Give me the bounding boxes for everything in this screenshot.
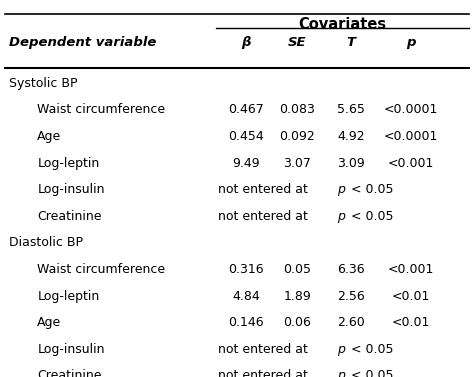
Text: β: β xyxy=(242,36,251,49)
Text: 0.06: 0.06 xyxy=(283,316,311,329)
Text: Age: Age xyxy=(37,316,62,329)
Text: SE: SE xyxy=(288,36,307,49)
Text: 2.56: 2.56 xyxy=(337,290,365,302)
Text: Log-insulin: Log-insulin xyxy=(37,343,105,356)
Text: Waist circumference: Waist circumference xyxy=(37,263,165,276)
Text: 5.65: 5.65 xyxy=(337,103,365,116)
Text: 4.84: 4.84 xyxy=(232,290,260,302)
Text: Creatinine: Creatinine xyxy=(37,369,102,377)
Text: <0.0001: <0.0001 xyxy=(384,103,438,116)
Text: Log-insulin: Log-insulin xyxy=(37,183,105,196)
Text: not entered at: not entered at xyxy=(219,343,312,356)
Text: Dependent variable: Dependent variable xyxy=(9,36,157,49)
Text: not entered at: not entered at xyxy=(219,183,312,196)
Text: p: p xyxy=(337,343,345,356)
Text: <0.001: <0.001 xyxy=(388,156,434,170)
Text: 6.36: 6.36 xyxy=(337,263,365,276)
Text: 1.89: 1.89 xyxy=(283,290,311,302)
Text: not entered at: not entered at xyxy=(219,210,312,223)
Text: 0.05: 0.05 xyxy=(283,263,311,276)
Text: < 0.05: < 0.05 xyxy=(347,369,393,377)
Text: Waist circumference: Waist circumference xyxy=(37,103,165,116)
Text: T: T xyxy=(346,36,356,49)
Text: p: p xyxy=(337,210,345,223)
Text: Covariates: Covariates xyxy=(299,17,387,32)
Text: 3.07: 3.07 xyxy=(283,156,311,170)
Text: 2.60: 2.60 xyxy=(337,316,365,329)
Text: Diastolic BP: Diastolic BP xyxy=(9,236,83,249)
Text: <0.001: <0.001 xyxy=(388,263,434,276)
Text: 0.083: 0.083 xyxy=(280,103,315,116)
Text: p: p xyxy=(406,36,416,49)
Text: Log-leptin: Log-leptin xyxy=(37,156,100,170)
Text: not entered at: not entered at xyxy=(219,369,312,377)
Text: p: p xyxy=(337,183,345,196)
Text: 9.49: 9.49 xyxy=(232,156,260,170)
Text: <0.01: <0.01 xyxy=(392,316,430,329)
Text: < 0.05: < 0.05 xyxy=(347,210,393,223)
Text: 0.146: 0.146 xyxy=(228,316,264,329)
Text: <0.01: <0.01 xyxy=(392,290,430,302)
Text: < 0.05: < 0.05 xyxy=(347,183,393,196)
Text: 0.092: 0.092 xyxy=(280,130,315,143)
Text: p: p xyxy=(337,369,345,377)
Text: Log-leptin: Log-leptin xyxy=(37,290,100,302)
Text: < 0.05: < 0.05 xyxy=(347,343,393,356)
Text: 0.467: 0.467 xyxy=(228,103,264,116)
Text: Systolic BP: Systolic BP xyxy=(9,77,78,90)
Text: 0.454: 0.454 xyxy=(228,130,264,143)
Text: Age: Age xyxy=(37,130,62,143)
Text: 3.09: 3.09 xyxy=(337,156,365,170)
Text: 4.92: 4.92 xyxy=(337,130,365,143)
Text: 0.316: 0.316 xyxy=(228,263,264,276)
Text: <0.0001: <0.0001 xyxy=(384,130,438,143)
Text: Creatinine: Creatinine xyxy=(37,210,102,223)
